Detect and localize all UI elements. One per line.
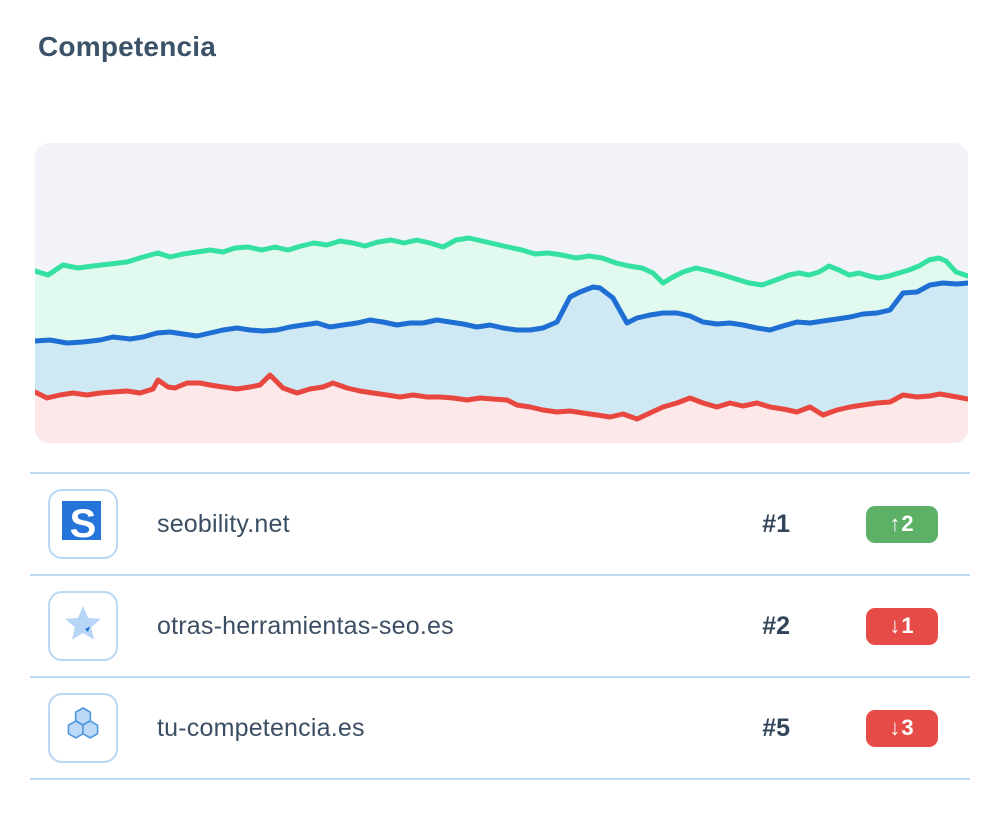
competitor-icon-box: S (48, 489, 118, 559)
competition-area-chart (35, 235, 968, 443)
competition-chart (35, 143, 968, 443)
green-line (35, 235, 968, 288)
competitor-row[interactable]: tu-competencia.es #5 ↓3 (30, 676, 970, 780)
star-icon (60, 601, 106, 652)
rank-change-badge: ↑2 (866, 505, 938, 543)
svg-text:S: S (70, 502, 97, 545)
competitor-row[interactable]: otras-herramientas-seo.es #2 ↓1 (30, 574, 970, 676)
competitor-rank: #5 (762, 713, 790, 742)
rank-change-badge: ↓3 (866, 709, 938, 747)
red-area (35, 375, 968, 443)
red-line (35, 372, 968, 422)
blue-line (35, 280, 968, 346)
competitor-rank: #2 (762, 611, 790, 640)
competitor-icon-box (48, 693, 118, 763)
competitor-list: S seobility.net #1 ↑2 otras-herramientas… (30, 472, 970, 780)
seobility-logo-icon: S (60, 499, 106, 550)
competitor-row[interactable]: S seobility.net #1 ↑2 (30, 472, 970, 574)
competencia-card: Competencia S seobility.net #1 ↑2 otras-… (0, 30, 1000, 838)
page-title: Competencia (38, 31, 217, 62)
competitor-rank: #1 (762, 509, 790, 538)
competitor-icon-box (48, 591, 118, 661)
competitor-domain: seobility.net (157, 509, 290, 538)
rank-change-badge: ↓1 (866, 607, 938, 645)
competitor-domain: otras-herramientas-seo.es (157, 611, 454, 640)
competitor-domain: tu-competencia.es (157, 713, 365, 742)
hexagons-icon (61, 704, 105, 753)
